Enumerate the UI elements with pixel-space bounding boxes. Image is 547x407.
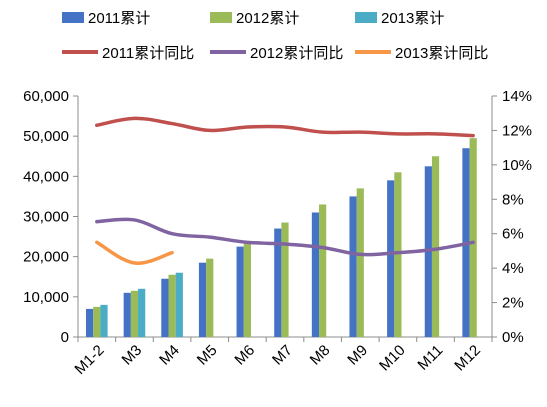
bar-2-M10 <box>394 172 401 337</box>
legend-label-line-3: 2013累计同比 <box>395 45 488 62</box>
x-tick-label: M6 <box>231 342 258 369</box>
x-tick-label: M1-2 <box>71 342 107 378</box>
x-tick-label: M8 <box>307 342 334 369</box>
x-tick-label: M10 <box>376 342 409 375</box>
bar-1-M4 <box>161 279 168 337</box>
bar-3-M1-2 <box>100 305 107 337</box>
x-tick-label: M3 <box>119 342 146 369</box>
bar-2-M11 <box>432 156 439 337</box>
bar-2-M7 <box>281 223 288 337</box>
bar-2-M4 <box>168 275 175 337</box>
bar-2-M9 <box>357 188 364 337</box>
line-series-1 <box>97 118 473 135</box>
legend-label-bar-2: 2012累计 <box>236 10 299 27</box>
bar-1-M5 <box>199 263 206 337</box>
x-tick-label: M4 <box>156 342 183 369</box>
bar-2-M6 <box>244 243 251 337</box>
right-tick-label: 2% <box>502 295 524 312</box>
bar-3-M3 <box>138 289 145 337</box>
bar-1-M3 <box>124 293 131 337</box>
right-tick-label: 14% <box>502 88 532 105</box>
left-tick-label: 60,000 <box>23 88 69 105</box>
bar-1-M9 <box>349 196 356 337</box>
bar-1-M10 <box>387 180 394 337</box>
right-tick-label: 0% <box>502 329 524 346</box>
bar-1-M6 <box>237 247 244 337</box>
bars <box>86 138 477 337</box>
x-tick-label: M11 <box>414 342 446 374</box>
bar-2-M12 <box>470 138 477 337</box>
left-tick-label: 40,000 <box>23 168 69 185</box>
left-tick-label: 0 <box>61 329 69 346</box>
bar-3-M4 <box>176 273 183 337</box>
x-tick-label: M5 <box>194 342 221 369</box>
left-tick-label: 10,000 <box>23 289 69 306</box>
legend-label-line-2: 2012累计同比 <box>250 45 343 62</box>
legend-label-bar-1: 2011累计 <box>88 10 150 27</box>
bar-2-M8 <box>319 204 326 337</box>
x-tick-label: M12 <box>451 342 484 375</box>
legend-label-bar-3: 2013累计 <box>381 10 444 27</box>
right-tick-label: 12% <box>502 122 532 139</box>
left-tick-label: 30,000 <box>23 209 69 226</box>
x-tick-label: M7 <box>269 342 296 369</box>
line-series-3 <box>97 242 172 263</box>
bar-2-M1-2 <box>93 307 100 337</box>
right-tick-label: 10% <box>502 157 532 174</box>
legend: 2011累计 2012累计 2013累计 2011累计同比 2012累计同比 2013累计… <box>62 10 488 62</box>
right-tick-label: 8% <box>502 191 524 208</box>
legend-swatch-bar-3 <box>355 12 377 23</box>
legend-swatch-bar-2 <box>210 12 232 23</box>
bar-2-M5 <box>206 259 213 337</box>
bar-1-M8 <box>312 212 319 337</box>
right-tick-label: 6% <box>502 226 524 243</box>
right-tick-label: 4% <box>502 260 524 277</box>
legend-label-line-1: 2011累计同比 <box>102 45 194 62</box>
left-tick-label: 50,000 <box>23 128 69 145</box>
bar-2-M3 <box>131 291 138 337</box>
legend-swatch-bar-1 <box>62 12 84 23</box>
x-tick-label: M9 <box>344 342 371 369</box>
left-tick-label: 20,000 <box>23 249 69 266</box>
bar-1-M1-2 <box>86 309 93 337</box>
